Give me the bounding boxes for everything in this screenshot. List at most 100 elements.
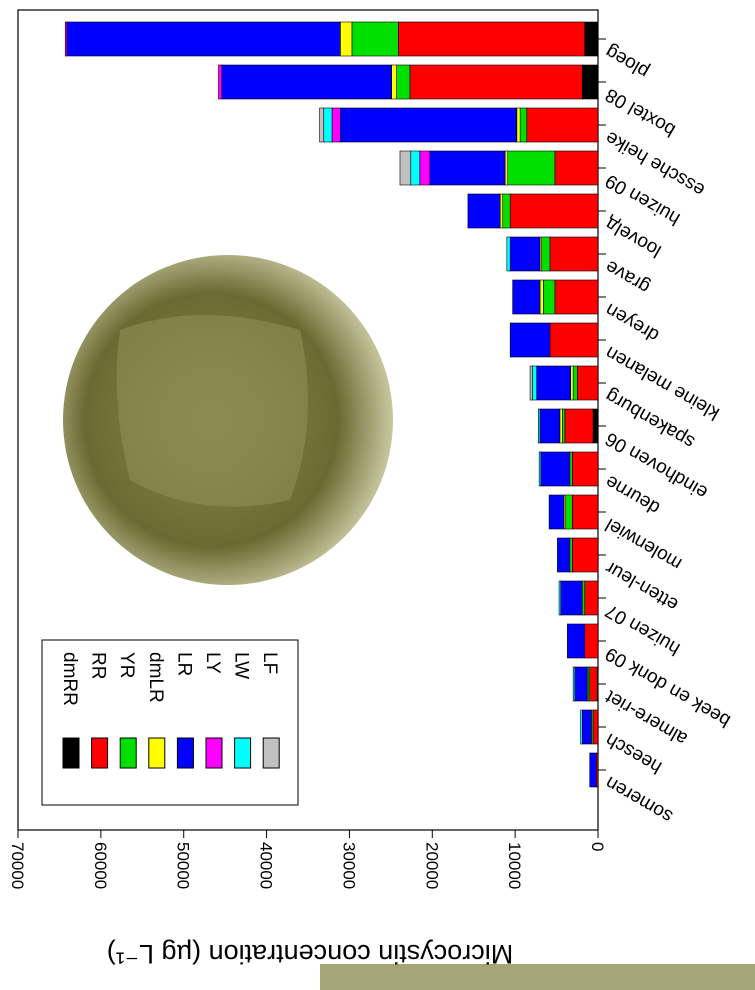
legend-swatch — [177, 738, 193, 768]
legend-label: RR — [88, 652, 109, 679]
value-tick-label: 10000 — [505, 842, 524, 889]
bar-segment — [573, 667, 575, 701]
bar-segment — [67, 22, 340, 56]
bar-segment — [540, 280, 543, 314]
bar-segment — [340, 22, 352, 56]
bar-segment — [517, 108, 520, 142]
bar-segment — [503, 194, 510, 228]
legend-label: LW — [231, 652, 252, 679]
bar-segment — [561, 581, 583, 615]
bar-segment — [410, 65, 582, 99]
bar-segment — [340, 108, 516, 142]
bar-segment — [320, 108, 324, 142]
bar-segment — [539, 452, 541, 486]
bar-segment — [585, 624, 598, 658]
category-label: ploeg — [602, 41, 653, 82]
legend-label: LR — [173, 652, 194, 676]
bar-segment — [510, 194, 598, 228]
bar-segment — [500, 194, 502, 228]
bar-segment — [550, 237, 598, 271]
bar-segment — [513, 280, 540, 314]
legend-swatch — [63, 738, 79, 768]
bar-segment — [582, 65, 598, 99]
bar-segment — [538, 409, 540, 443]
value-tick-label: 20000 — [422, 842, 441, 889]
bar-segment — [555, 151, 598, 185]
page: {"chart_data": {"type": "stacked-bar", "… — [0, 0, 755, 990]
bar-segment — [65, 22, 67, 56]
bar-segment — [572, 452, 598, 486]
bar-segment — [430, 151, 505, 185]
bar-segment — [352, 22, 398, 56]
bar-segment — [468, 194, 500, 228]
chart: Microcystin concentration (µg L⁻¹) 0 1000… — [0, 0, 755, 990]
value-tick-label: 0 — [588, 842, 607, 851]
bar-segment — [398, 22, 584, 56]
bar-segment — [581, 710, 583, 744]
photo-detail — [117, 315, 308, 507]
bar-segment — [566, 495, 573, 529]
legend-swatch — [263, 738, 279, 768]
value-tick-label: 30000 — [339, 842, 358, 889]
bar-segment — [571, 366, 573, 400]
bar-segment — [585, 581, 598, 615]
bar-segment — [397, 65, 410, 99]
bar-segment — [570, 452, 572, 486]
bar-segment — [527, 108, 598, 142]
bar-segment — [559, 581, 561, 615]
legend-swatch — [206, 738, 222, 768]
legend-label: YR — [116, 652, 137, 678]
category-label: dreyen — [602, 299, 663, 346]
bar-segment — [593, 710, 598, 744]
bar-segment — [590, 753, 597, 787]
bar-segment — [565, 409, 593, 443]
bar-segment — [549, 495, 564, 529]
bar-segment — [411, 151, 420, 185]
bar-segment — [507, 237, 510, 271]
value-tick-label: 60000 — [91, 842, 110, 889]
bar-segment — [508, 151, 555, 185]
bar-segment — [573, 366, 577, 400]
bar-segment — [505, 151, 507, 185]
value-tick-label: 40000 — [257, 842, 276, 889]
bar-segment — [510, 237, 540, 271]
bar-segment — [510, 323, 550, 357]
bar-segment — [582, 710, 591, 744]
bar-segment — [572, 495, 598, 529]
bar-segment — [590, 667, 597, 701]
bar-segment — [332, 108, 340, 142]
bar-segment — [400, 151, 411, 185]
bar-segment — [593, 409, 598, 443]
legend-label: LF — [259, 652, 280, 674]
legend-swatch — [149, 738, 165, 768]
bar-segment — [537, 366, 571, 400]
bar-segment — [541, 452, 570, 486]
bar-segment — [555, 280, 598, 314]
bar-segment — [219, 65, 222, 99]
bar-segment — [560, 409, 562, 443]
bar-segment — [520, 108, 527, 142]
legend-label: dmLR — [145, 652, 166, 703]
bar-segment — [324, 108, 332, 142]
value-tick-label: 50000 — [174, 842, 193, 889]
legend-swatch — [92, 738, 108, 768]
bar-segment — [570, 538, 572, 572]
bar-segment — [562, 409, 564, 443]
legend-label: dmRR — [59, 652, 80, 706]
legend-label: LY — [202, 652, 223, 674]
legend-swatch — [120, 738, 136, 768]
bar-segment — [585, 22, 598, 56]
bar-segment — [543, 280, 555, 314]
axis-title: Microcystin concentration (µg L⁻¹) — [107, 939, 513, 969]
bar-segment — [575, 667, 587, 701]
bar-segment — [392, 65, 397, 99]
bar-segment — [542, 237, 550, 271]
bar-segment — [550, 323, 598, 357]
bar-segment — [577, 366, 598, 400]
category-label: someren — [602, 772, 677, 827]
bar-segment — [557, 538, 569, 572]
bar-segment — [572, 538, 598, 572]
bar-segment — [222, 65, 392, 99]
bar-segment — [530, 366, 532, 400]
bar-segment — [420, 151, 430, 185]
